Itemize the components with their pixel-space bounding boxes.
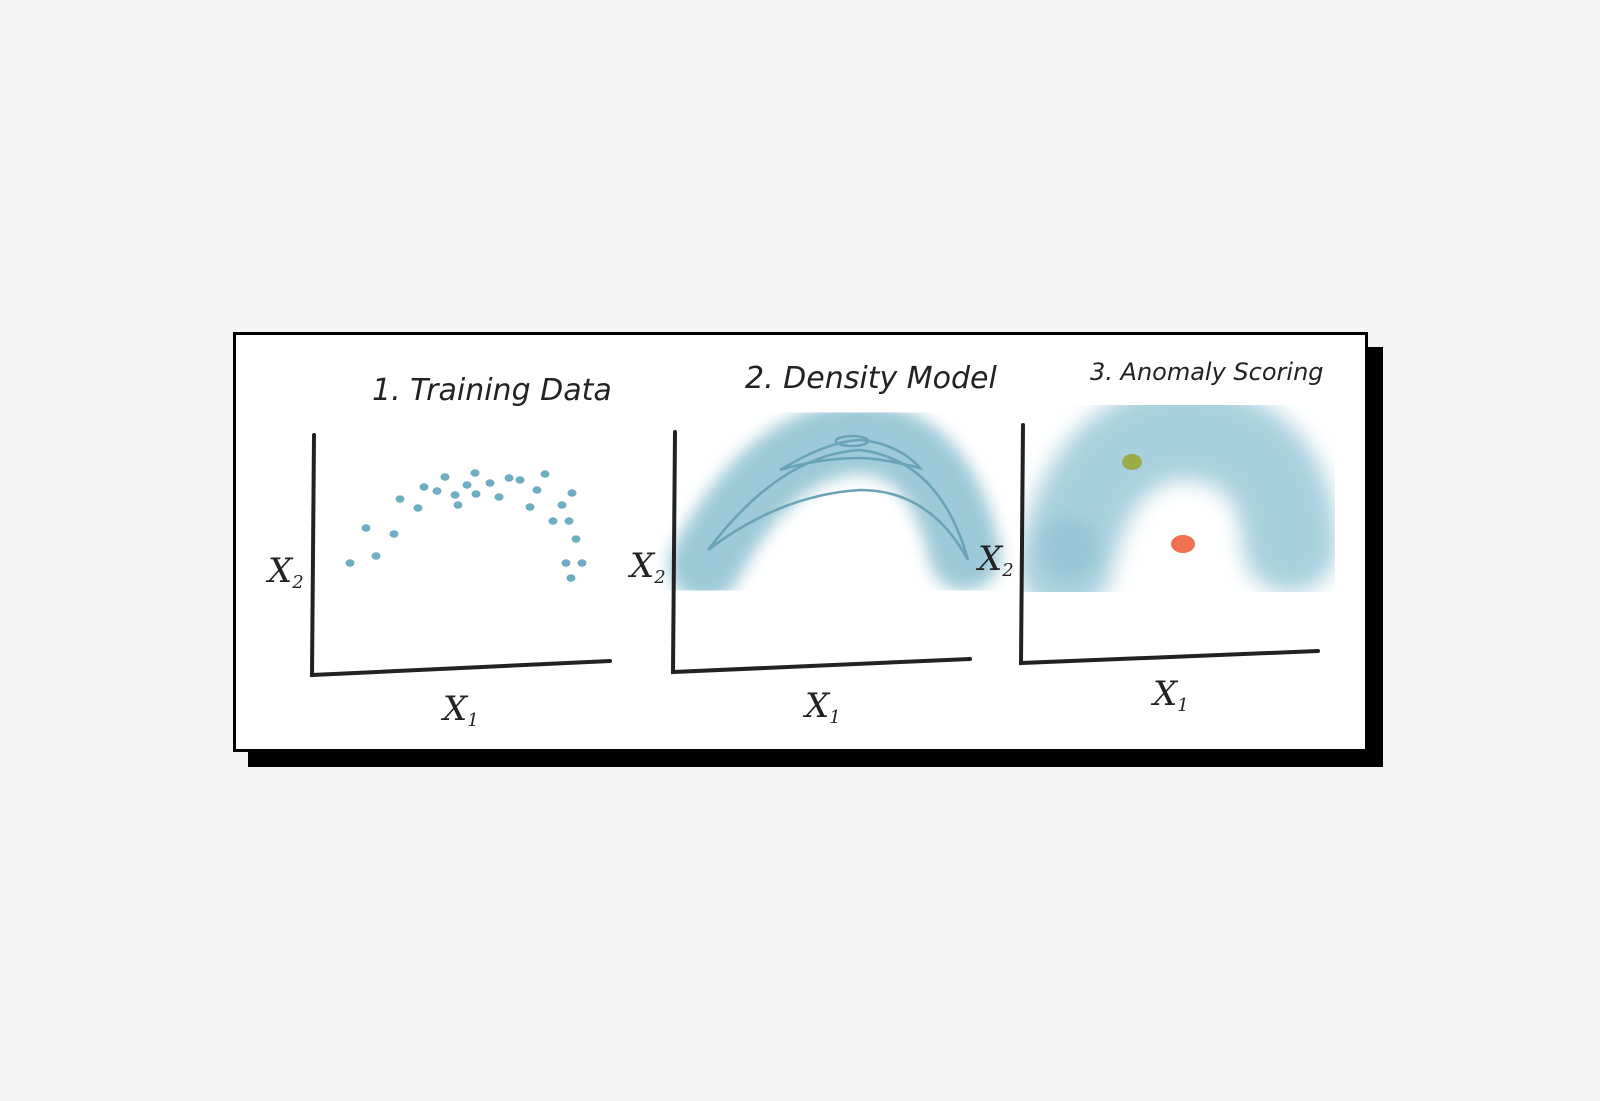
data-point: [470, 469, 480, 477]
panel-anomaly-scoring: 3. Anomaly Scoring X2 X1: [975, 358, 1338, 716]
data-point: [462, 481, 472, 489]
data-point: [540, 470, 550, 478]
density-dense-region: [1040, 516, 1100, 580]
data-point: [432, 487, 442, 495]
data-point: [532, 486, 542, 494]
y-axis-label: X2: [975, 539, 1014, 581]
data-point: [361, 524, 371, 532]
data-point: [450, 491, 460, 499]
data-point: [389, 530, 399, 538]
data-point: [504, 474, 514, 482]
panel-title: 2. Density Model: [745, 361, 997, 396]
density-band: [1017, 384, 1338, 613]
axes: [1018, 423, 1320, 666]
data-point: [515, 476, 525, 484]
data-point: [567, 489, 577, 497]
data-point: [395, 495, 405, 503]
data-point: [564, 517, 574, 525]
axes: [670, 430, 972, 675]
x-axis-label: X1: [1150, 674, 1189, 716]
data-point: [571, 535, 581, 543]
data-point: [453, 501, 463, 509]
y-axis-label: X2: [265, 551, 304, 593]
training-points: [345, 469, 587, 582]
x-axis-label: X1: [802, 686, 841, 728]
panel-density-model: 2. Density Model X2 X1: [627, 361, 1001, 728]
data-point: [345, 559, 355, 567]
data-point: [413, 504, 423, 512]
data-point: [440, 473, 450, 481]
panel-title: 3. Anomaly Scoring: [1090, 358, 1324, 386]
data-point: [471, 490, 481, 498]
anomaly-point: [1171, 535, 1195, 553]
x-axis-label: X1: [440, 689, 479, 731]
panel-title: 1. Training Data: [372, 373, 612, 408]
data-point: [485, 479, 495, 487]
density-band: [669, 401, 1001, 601]
panel-training-data: 1. Training Data X2 X1: [265, 373, 612, 731]
data-point: [525, 503, 535, 511]
data-point: [557, 501, 567, 509]
axes: [309, 433, 612, 678]
contour-inner: [834, 434, 870, 448]
normal-point: [1122, 454, 1142, 470]
data-point: [419, 483, 429, 491]
data-point: [577, 559, 587, 567]
data-point: [561, 559, 571, 567]
y-axis-label: X2: [627, 546, 666, 588]
data-point: [494, 493, 504, 501]
data-point: [566, 574, 576, 582]
data-point: [548, 517, 558, 525]
data-point: [371, 552, 381, 560]
